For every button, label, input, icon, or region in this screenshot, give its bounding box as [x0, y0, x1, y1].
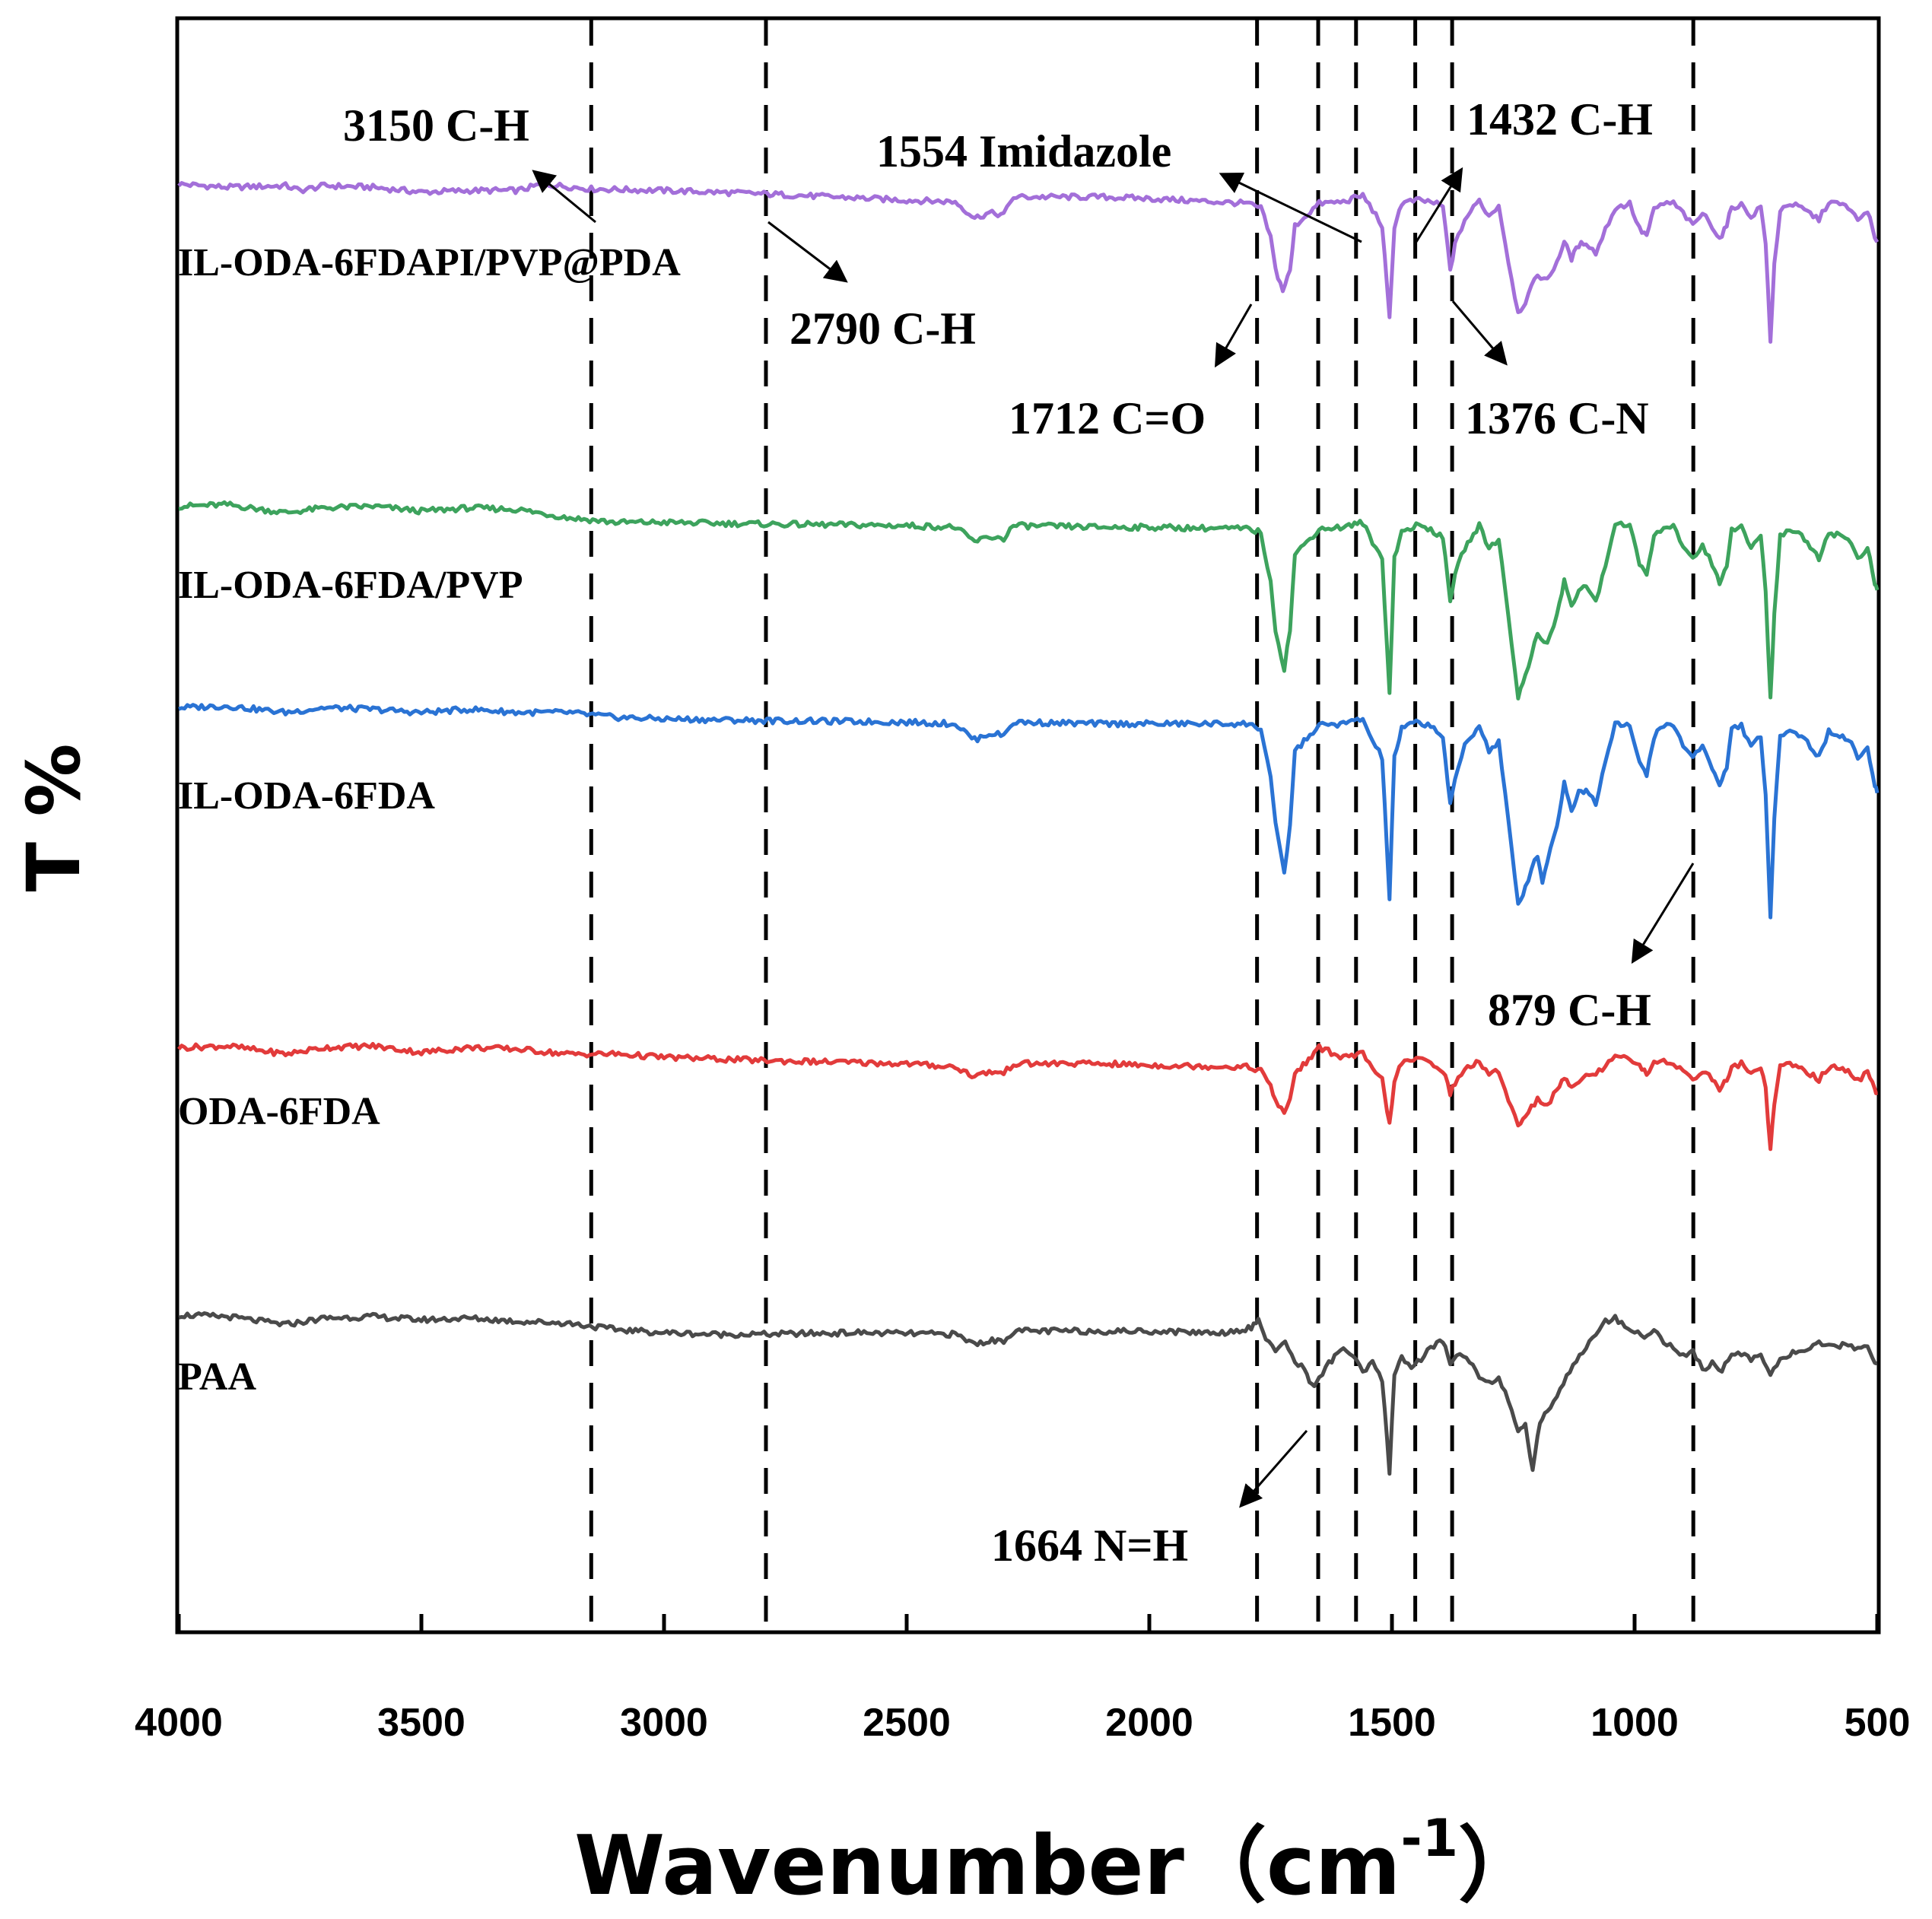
x-tick-label-1500: 1500 [1348, 1701, 1436, 1745]
x-axis: 4000 3500 3000 2500 2000 1500 1000 500 [135, 1614, 1910, 1745]
x-tick-label-3500: 3500 [377, 1701, 466, 1745]
series-line-oda-6fda [177, 1041, 1879, 1152]
x-tick-label-1000: 1000 [1590, 1701, 1679, 1745]
spectra-series [177, 180, 1880, 1476]
annotation-arrow-879 [1631, 863, 1695, 964]
annotation-arrow-1554 [1219, 172, 1362, 243]
x-axis-title-close: ） [1458, 1819, 1540, 1914]
series-label-il-oda-6fdapi-pvp-pda: IL-ODA-6FDAPI/PVP@PDA [178, 241, 681, 284]
x-tick-label-3000: 3000 [620, 1701, 708, 1745]
annotation-label-1664: 1664 N=H [991, 1520, 1188, 1571]
annotation-arrows [532, 167, 1695, 1508]
series-line-il-oda-6fda [178, 703, 1880, 920]
annotation-label-1376: 1376 C-N [1465, 393, 1649, 443]
x-tick-label-2000: 2000 [1105, 1701, 1193, 1745]
x-axis-title-superscript: -1 [1400, 1809, 1458, 1869]
series-label-paa: PAA [178, 1355, 256, 1399]
y-axis-title: T % [11, 743, 97, 891]
x-tick-label-4000: 4000 [135, 1701, 223, 1745]
annotation-arrow-1712 [1215, 303, 1253, 368]
reference-lines [589, 20, 1695, 1631]
annotation-label-2790: 2790 C-H [790, 303, 976, 354]
annotation-label-1554: 1554 Imidazole [876, 126, 1171, 176]
series-line-il-oda-6fdapi-pvp-pda [177, 180, 1880, 344]
annotation-arrow-1432 [1415, 167, 1463, 243]
annotation-label-1712: 1712 C=O [1009, 393, 1206, 443]
series-line-paa [178, 1311, 1878, 1476]
x-axis-title-main: Wavenumber（cm [574, 1819, 1401, 1914]
annotation-label-3150: 3150 C-H [343, 100, 529, 151]
x-tick-label-2500: 2500 [863, 1701, 951, 1745]
plot-frame [175, 16, 1881, 1635]
annotation-label-1432: 1432 C-H [1466, 94, 1653, 145]
series-label-il-oda-6fda-pvp: IL-ODA-6FDA/PVP [178, 564, 523, 607]
series-label-oda-6fda: ODA-6FDA [178, 1090, 380, 1133]
annotation-arrow-2790 [767, 221, 848, 283]
series-label-il-oda-6fda: IL-ODA-6FDA [178, 774, 435, 818]
x-tick-label-500: 500 [1845, 1701, 1911, 1745]
series-line-il-oda-6fda-pvp [178, 500, 1880, 701]
annotation-arrow-1376 [1451, 300, 1508, 366]
annotation-arrow-1664 [1239, 1430, 1308, 1508]
annotation-arrow-3150 [532, 170, 596, 224]
x-axis-title: Wavenumber（cm-1） [574, 1809, 1540, 1914]
annotation-label-879: 879 C-H [1488, 985, 1651, 1035]
